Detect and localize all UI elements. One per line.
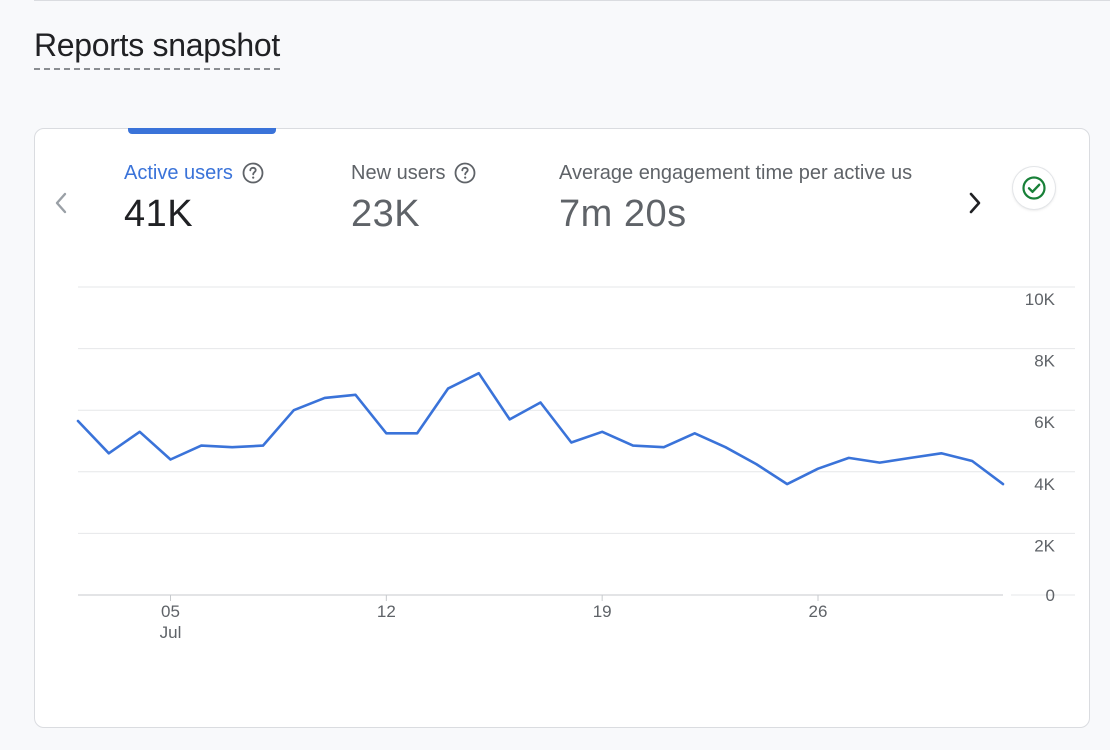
active-users-series-line — [76, 371, 1005, 486]
data-point[interactable] — [137, 429, 143, 435]
y-tick-label: 8K — [1034, 352, 1055, 371]
help-circle-icon[interactable] — [241, 161, 265, 185]
y-tick-label: 2K — [1034, 536, 1055, 555]
data-point[interactable] — [599, 429, 605, 435]
data-point[interactable] — [846, 455, 852, 461]
data-point[interactable] — [753, 461, 759, 467]
metric-value: 23K — [351, 193, 421, 235]
data-point[interactable] — [692, 430, 698, 436]
data-point[interactable] — [198, 443, 204, 449]
data-point[interactable] — [106, 450, 112, 456]
metric-tab-new-users[interactable]: New users 23K — [351, 159, 477, 237]
reports-snapshot-card: Active users 41K New users 23K Average e… — [34, 128, 1090, 728]
data-point[interactable] — [969, 458, 975, 464]
metric-label: Active users — [124, 162, 233, 184]
data-point[interactable] — [877, 460, 883, 466]
data-point[interactable] — [507, 416, 513, 422]
data-point[interactable] — [260, 443, 266, 449]
data-point[interactable] — [538, 400, 544, 406]
x-tick-label: 19 — [593, 602, 612, 621]
next-metric-button[interactable] — [961, 189, 989, 217]
active-tab-indicator — [128, 128, 276, 134]
metric-label: Average engagement time per active us — [559, 162, 913, 184]
y-tick-label: 6K — [1034, 413, 1055, 432]
data-point[interactable] — [568, 440, 574, 446]
data-point[interactable] — [322, 395, 328, 401]
page-title[interactable]: Reports snapshot — [34, 26, 280, 70]
check-circle-icon — [1022, 176, 1046, 200]
data-point[interactable] — [938, 450, 944, 456]
data-point[interactable] — [168, 456, 174, 462]
data-point[interactable] — [75, 418, 81, 424]
metric-value: 41K — [124, 193, 194, 235]
status-badge[interactable] — [1013, 167, 1055, 209]
metric-label: New users — [351, 162, 446, 184]
data-point[interactable] — [630, 443, 636, 449]
data-point[interactable] — [414, 430, 420, 436]
metric-tab-average-engagement-time[interactable]: Average engagement time per active us 7m… — [559, 159, 949, 237]
top-divider — [34, 0, 1110, 1]
metric-tab-active-users[interactable]: Active users 41K — [124, 159, 265, 237]
help-circle-icon[interactable] — [453, 161, 477, 185]
data-point[interactable] — [661, 444, 667, 450]
data-point[interactable] — [353, 392, 359, 398]
chevron-right-icon — [969, 192, 981, 214]
chevron-left-icon — [55, 192, 67, 214]
x-tick-label: 05 — [161, 602, 180, 621]
y-tick-label: 4K — [1034, 475, 1055, 494]
data-point[interactable] — [291, 407, 297, 413]
active-users-line-chart: 0 2K 4K 6K 8K 10K 05 Jul 12 19 26 — [75, 286, 1075, 642]
data-point[interactable] — [229, 444, 235, 450]
x-tick-label: 12 — [377, 602, 396, 621]
data-point[interactable] — [476, 370, 482, 376]
previous-metric-button[interactable] — [49, 189, 73, 217]
data-point[interactable] — [784, 481, 790, 487]
x-tick-sublabel: Jul — [160, 623, 182, 642]
y-tick-label: 10K — [1025, 290, 1056, 309]
data-point[interactable] — [383, 430, 389, 436]
data-point[interactable] — [445, 386, 451, 392]
data-point[interactable] — [908, 455, 914, 461]
y-tick-label: 0 — [1046, 586, 1055, 605]
data-point[interactable] — [1000, 481, 1006, 487]
x-tick-label: 26 — [809, 602, 828, 621]
metric-value: 7m 20s — [559, 193, 687, 235]
data-point[interactable] — [815, 466, 821, 472]
data-point[interactable] — [723, 444, 729, 450]
